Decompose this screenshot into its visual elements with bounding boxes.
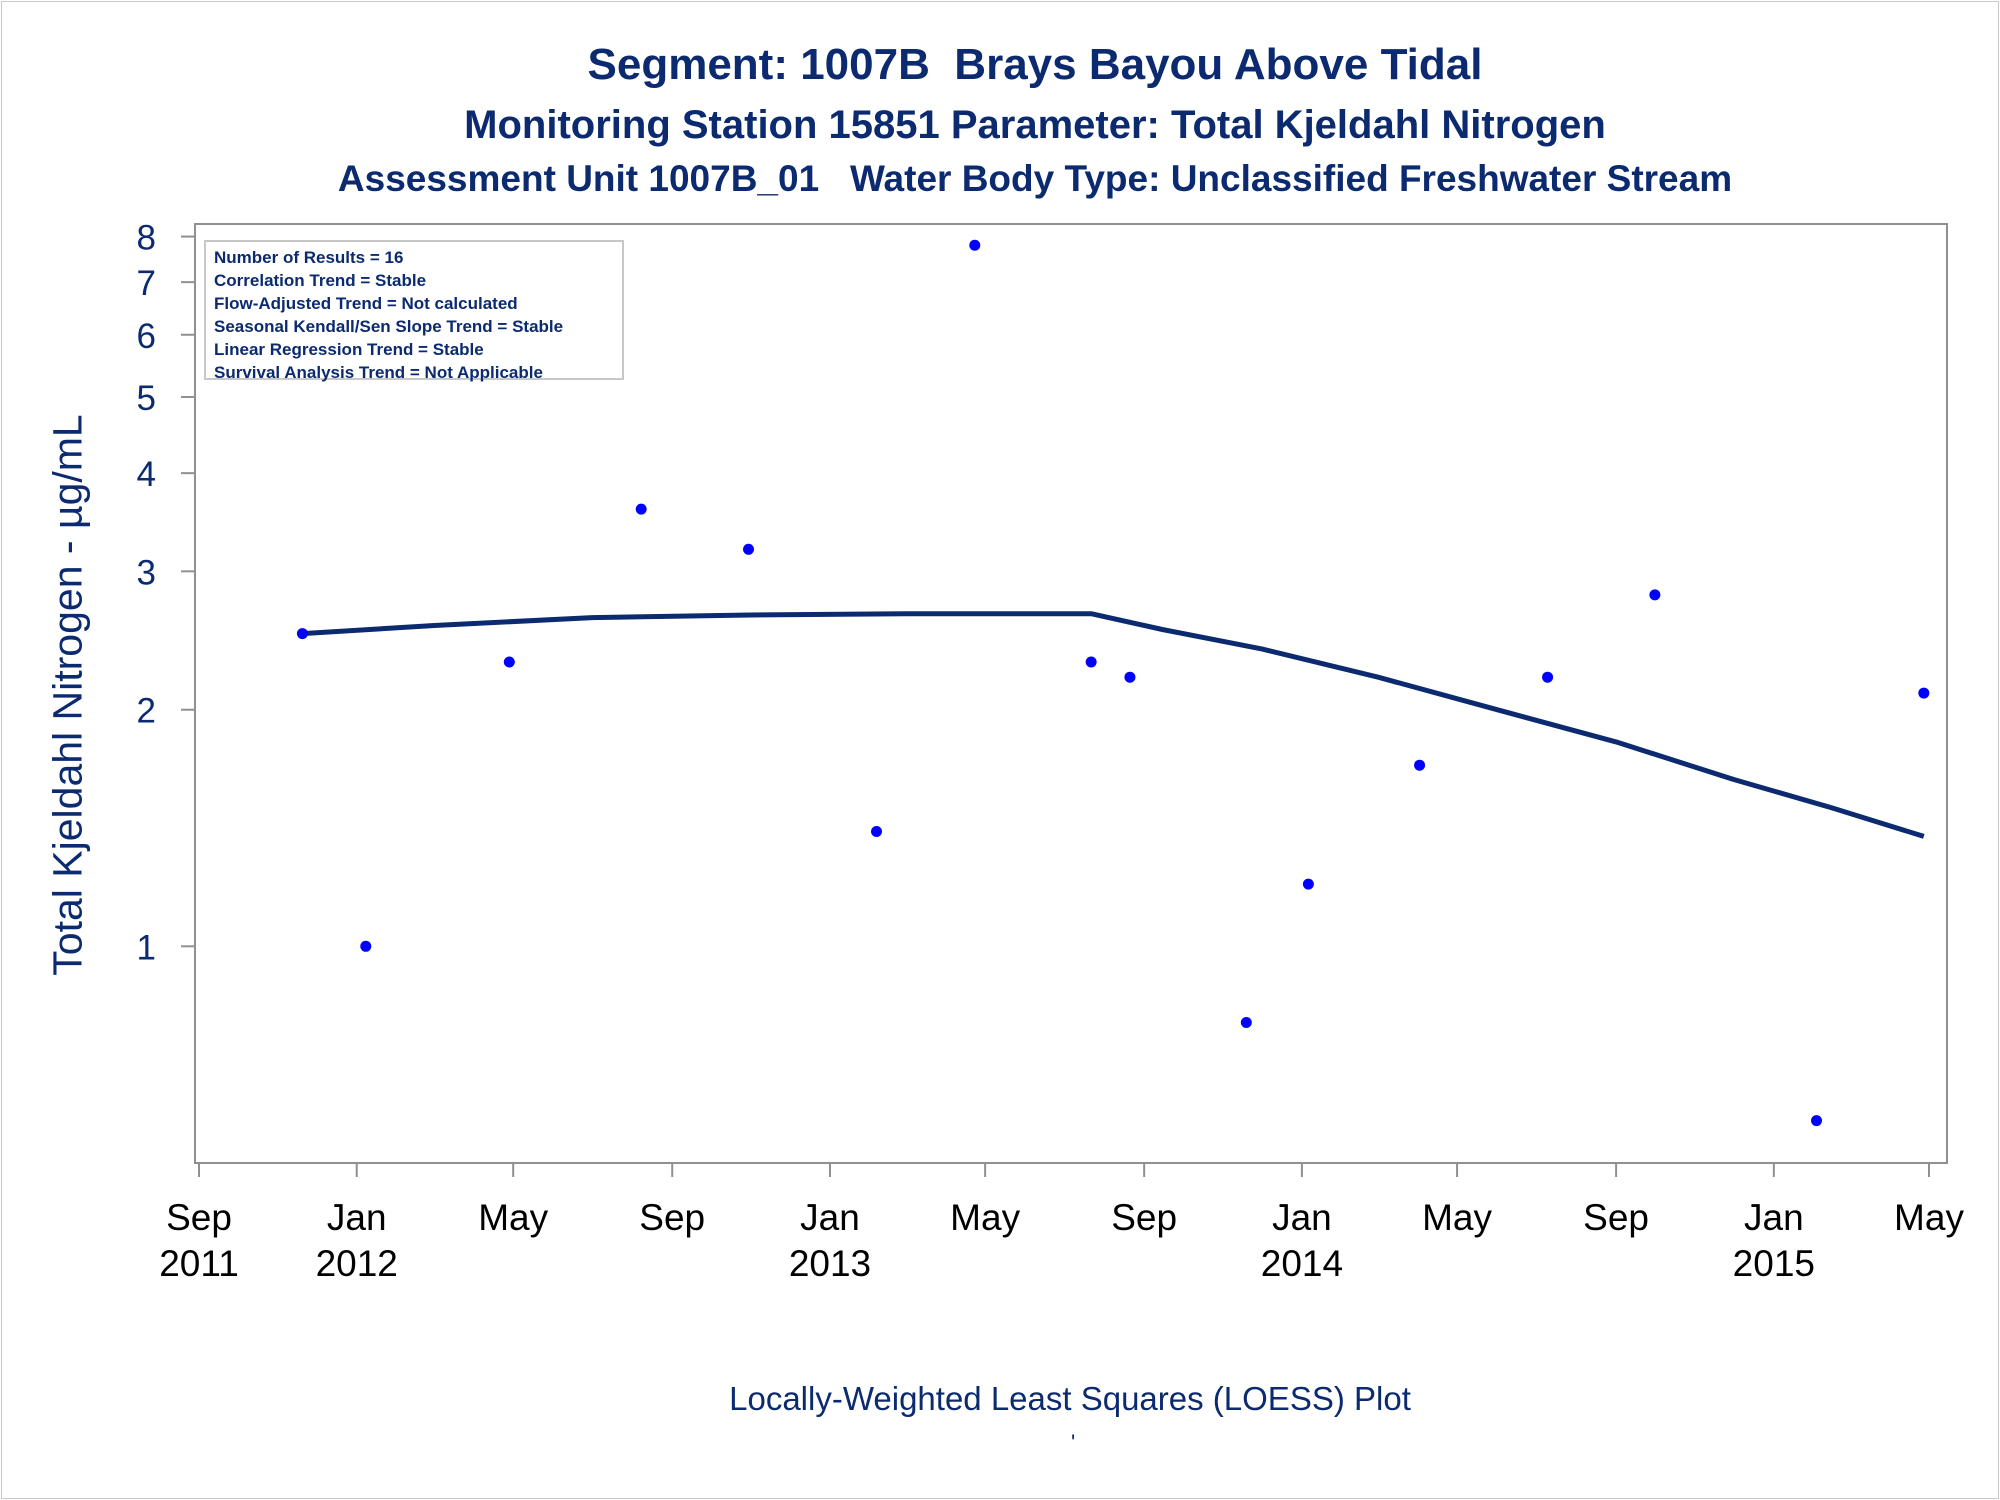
stats-survival-analysis-trend: Survival Analysis Trend = Not Applicable	[214, 363, 543, 382]
x-tick-label-month-11: May	[1894, 1197, 1964, 1238]
x-tick-label-year-7: 2014	[1261, 1243, 1343, 1284]
x-tick-label-month-1: Jan	[327, 1197, 387, 1238]
data-point-5	[871, 825, 883, 837]
y-tick-label-5: 6	[137, 317, 156, 356]
x-axis: Sep 2011 Jan 2012 May Sep Jan 2013 May Sep Jan 2014…	[159, 1162, 1964, 1284]
chart-subtitle-2: Assessment Unit 1007B_01 Water Body Type…	[337, 158, 1733, 199]
data-point-7	[1085, 656, 1097, 668]
stats-seasonal-kendall-trend: Seasonal Kendall/Sen Slope Trend = Stabl…	[214, 317, 564, 336]
y-tick-label-1: 2	[137, 692, 156, 731]
y-tick-label-3: 4	[137, 455, 156, 494]
x-tick-label-month-0: Sep	[166, 1197, 232, 1238]
stats-flow-adjusted-trend: Flow-Adjusted Trend = Not calculated	[214, 294, 518, 313]
x-tick-label-month-3: Sep	[639, 1197, 705, 1238]
x-tick-label-month-5: May	[950, 1197, 1020, 1238]
trend-stats-box: Number of Results = 16 Correlation Trend…	[204, 240, 624, 382]
x-tick-label-month-9: Sep	[1583, 1197, 1649, 1238]
data-point-14	[1811, 1115, 1823, 1127]
data-point-8	[1124, 671, 1136, 683]
y-tick-label-4: 5	[137, 379, 156, 418]
chart-title: Segment: 1007B Brays Bayou Above Tidal	[587, 40, 1483, 89]
data-point-1	[360, 940, 372, 952]
x-tick-label-year-4: 2013	[789, 1243, 871, 1284]
y-tick-label-2: 3	[137, 553, 156, 592]
y-tick-label-6: 7	[137, 264, 156, 303]
data-points	[296, 239, 1930, 1127]
x-tick-label-month-7: Jan	[1272, 1197, 1332, 1238]
y-tick-label-0: 1	[137, 928, 156, 967]
data-point-15	[1918, 687, 1930, 699]
data-point-6	[969, 239, 981, 251]
stats-linear-regression-trend: Linear Regression Trend = Stable	[214, 340, 484, 359]
chart-subtitle: Monitoring Station 15851 Parameter: Tota…	[464, 103, 1606, 147]
data-point-13	[1649, 589, 1661, 601]
loess-line	[302, 611, 1925, 839]
data-point-12	[1542, 671, 1554, 683]
data-point-0	[296, 628, 308, 640]
stats-correlation-trend: Correlation Trend = Stable	[214, 271, 427, 290]
y-axis: 1 2 3 4 5 6 7 8	[137, 219, 195, 967]
x-tick-label-month-4: Jan	[800, 1197, 860, 1238]
x-tick-label-month-2: May	[478, 1197, 548, 1238]
data-point-4	[743, 543, 755, 555]
x-tick-label-year-10: 2015	[1733, 1243, 1815, 1284]
x-tick-label-year-1: 2012	[316, 1243, 398, 1284]
y-axis-label: Total Kjeldahl Nitrogen - µg/mL	[44, 414, 91, 976]
x-tick-label-month-8: May	[1422, 1197, 1492, 1238]
data-point-3	[635, 503, 647, 515]
x-tick-label-year-0: 2011	[159, 1243, 239, 1284]
data-point-11	[1414, 759, 1426, 771]
data-point-2	[503, 656, 515, 668]
stats-number-of-results: Number of Results = 16	[214, 248, 404, 267]
footer-mark: '	[1071, 1430, 1076, 1455]
data-point-9	[1240, 1016, 1252, 1028]
x-tick-label-month-10: Jan	[1744, 1197, 1804, 1238]
data-point-10	[1302, 878, 1314, 890]
x-tick-label-month-6: Sep	[1111, 1197, 1177, 1238]
plot-type-label: Locally-Weighted Least Squares (LOESS) P…	[729, 1380, 1411, 1417]
y-tick-label-7: 8	[137, 219, 156, 258]
